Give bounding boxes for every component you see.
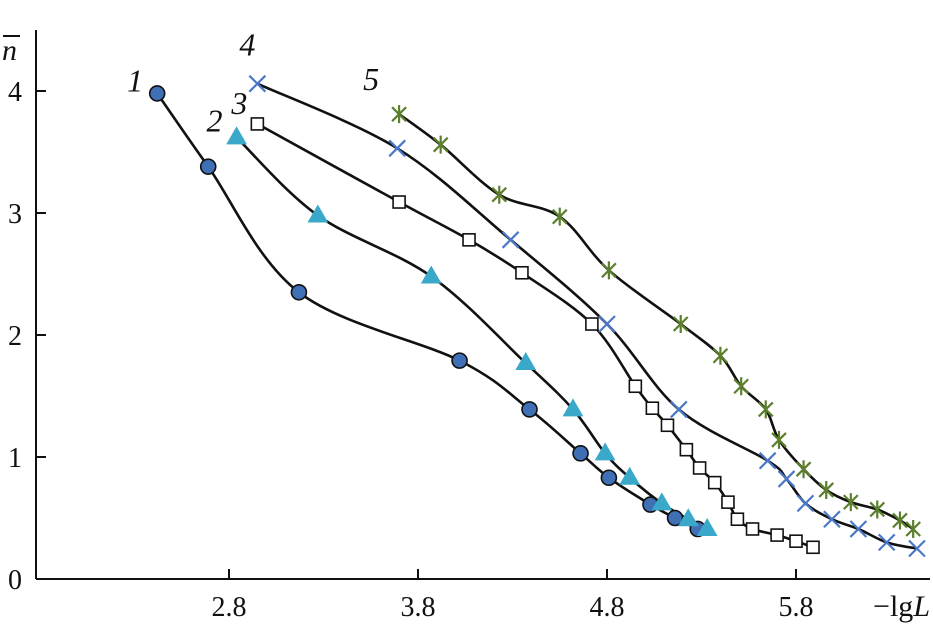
series-4-point — [598, 315, 616, 333]
series-3-line — [256, 122, 814, 549]
series-5-point — [551, 207, 568, 226]
series-4-point — [758, 451, 777, 470]
series-1-point — [600, 469, 618, 487]
x-axis-label-variable: L — [912, 590, 930, 623]
series-3-point — [692, 461, 707, 475]
series-5-point — [391, 105, 407, 124]
series-5-point — [818, 480, 835, 499]
y-tick-label: 3 — [8, 199, 22, 230]
series-5-line — [398, 113, 914, 531]
x-tick-label: 5.8 — [779, 592, 814, 623]
series-1-point — [451, 352, 468, 369]
y-tick-label: 1 — [8, 443, 22, 474]
x-tick-label: 2.8 — [212, 592, 247, 623]
series-1-point — [521, 401, 538, 418]
series-5-label: 5 — [363, 61, 379, 97]
series-5-point — [843, 493, 859, 512]
series-4-point — [501, 231, 520, 249]
x-tick-label: 3.8 — [401, 592, 436, 623]
series-3-point — [707, 475, 722, 490]
series-3-point — [585, 317, 599, 331]
series-4-point — [388, 139, 406, 158]
series-1-point — [666, 509, 684, 527]
series-2-point — [562, 398, 584, 417]
series-2-point — [696, 517, 718, 536]
y-axis-label: n — [2, 34, 17, 67]
series-3-point — [745, 522, 760, 536]
series-curves — [156, 82, 918, 550]
series-3-point — [515, 265, 529, 280]
series-1-point — [572, 445, 589, 462]
y-tick-label: 2 — [8, 321, 22, 352]
series-1-point — [199, 158, 217, 175]
series-1-label: 1 — [127, 62, 143, 98]
series-2-point — [226, 126, 247, 145]
series-2-point — [651, 492, 673, 511]
series-3-point — [250, 117, 265, 131]
series-3-point — [679, 442, 694, 457]
series-4-point — [823, 510, 841, 528]
series-1-point — [148, 85, 166, 102]
series-3-point — [660, 418, 675, 433]
series-4-point — [796, 494, 815, 513]
series-4-point — [670, 400, 688, 419]
series-2-point — [594, 442, 616, 461]
series-2-point — [307, 204, 329, 223]
series-5-point — [795, 460, 812, 479]
series-4-point — [248, 74, 267, 93]
series-5-point — [869, 500, 886, 519]
series-2-line — [235, 136, 708, 531]
series-1-line — [156, 92, 699, 531]
series-5-point — [892, 511, 908, 530]
series-3-label: 3 — [230, 85, 247, 121]
axes: n −lgL — [2, 30, 930, 623]
y-tick-label: 0 — [8, 565, 22, 596]
series-2-point — [420, 265, 442, 284]
series-3-point — [770, 528, 784, 542]
series-1-point — [290, 283, 308, 301]
series-4-point — [777, 470, 796, 488]
series-3-point — [645, 401, 660, 416]
x-tick-label: 4.8 — [590, 592, 625, 623]
series-4-point — [849, 520, 868, 538]
series-4-line — [256, 82, 918, 550]
series-5-point — [712, 346, 729, 365]
series-markers — [148, 74, 926, 558]
series-2-label: 2 — [207, 102, 223, 138]
series-4-point — [908, 539, 926, 558]
series-3-point — [462, 233, 476, 247]
series-5-point — [601, 261, 617, 280]
series-3-point — [628, 379, 643, 394]
series-4-label: 4 — [239, 27, 255, 63]
series-5-point — [733, 377, 749, 396]
series-5-point — [905, 519, 921, 538]
x-axis-label-prefix: −lg — [873, 590, 913, 623]
series-2-point — [515, 352, 537, 371]
y-tick-label: 4 — [8, 77, 22, 108]
series-5-point — [491, 185, 508, 204]
x-axis-label: −lgL — [873, 590, 930, 623]
series-5-point — [771, 430, 787, 449]
series-3-point — [806, 540, 820, 555]
series-labels: 12 345 — [127, 27, 379, 139]
series-3-point — [721, 495, 735, 509]
series-3-point — [789, 534, 803, 548]
series-3-point — [392, 195, 406, 209]
series-5-point — [672, 315, 689, 334]
series-5-point — [432, 135, 449, 154]
series-4-point — [877, 533, 896, 552]
series-5-point — [757, 400, 774, 419]
series-3-point — [730, 512, 745, 527]
series-2-point — [619, 466, 641, 485]
series-2-point — [677, 508, 699, 527]
